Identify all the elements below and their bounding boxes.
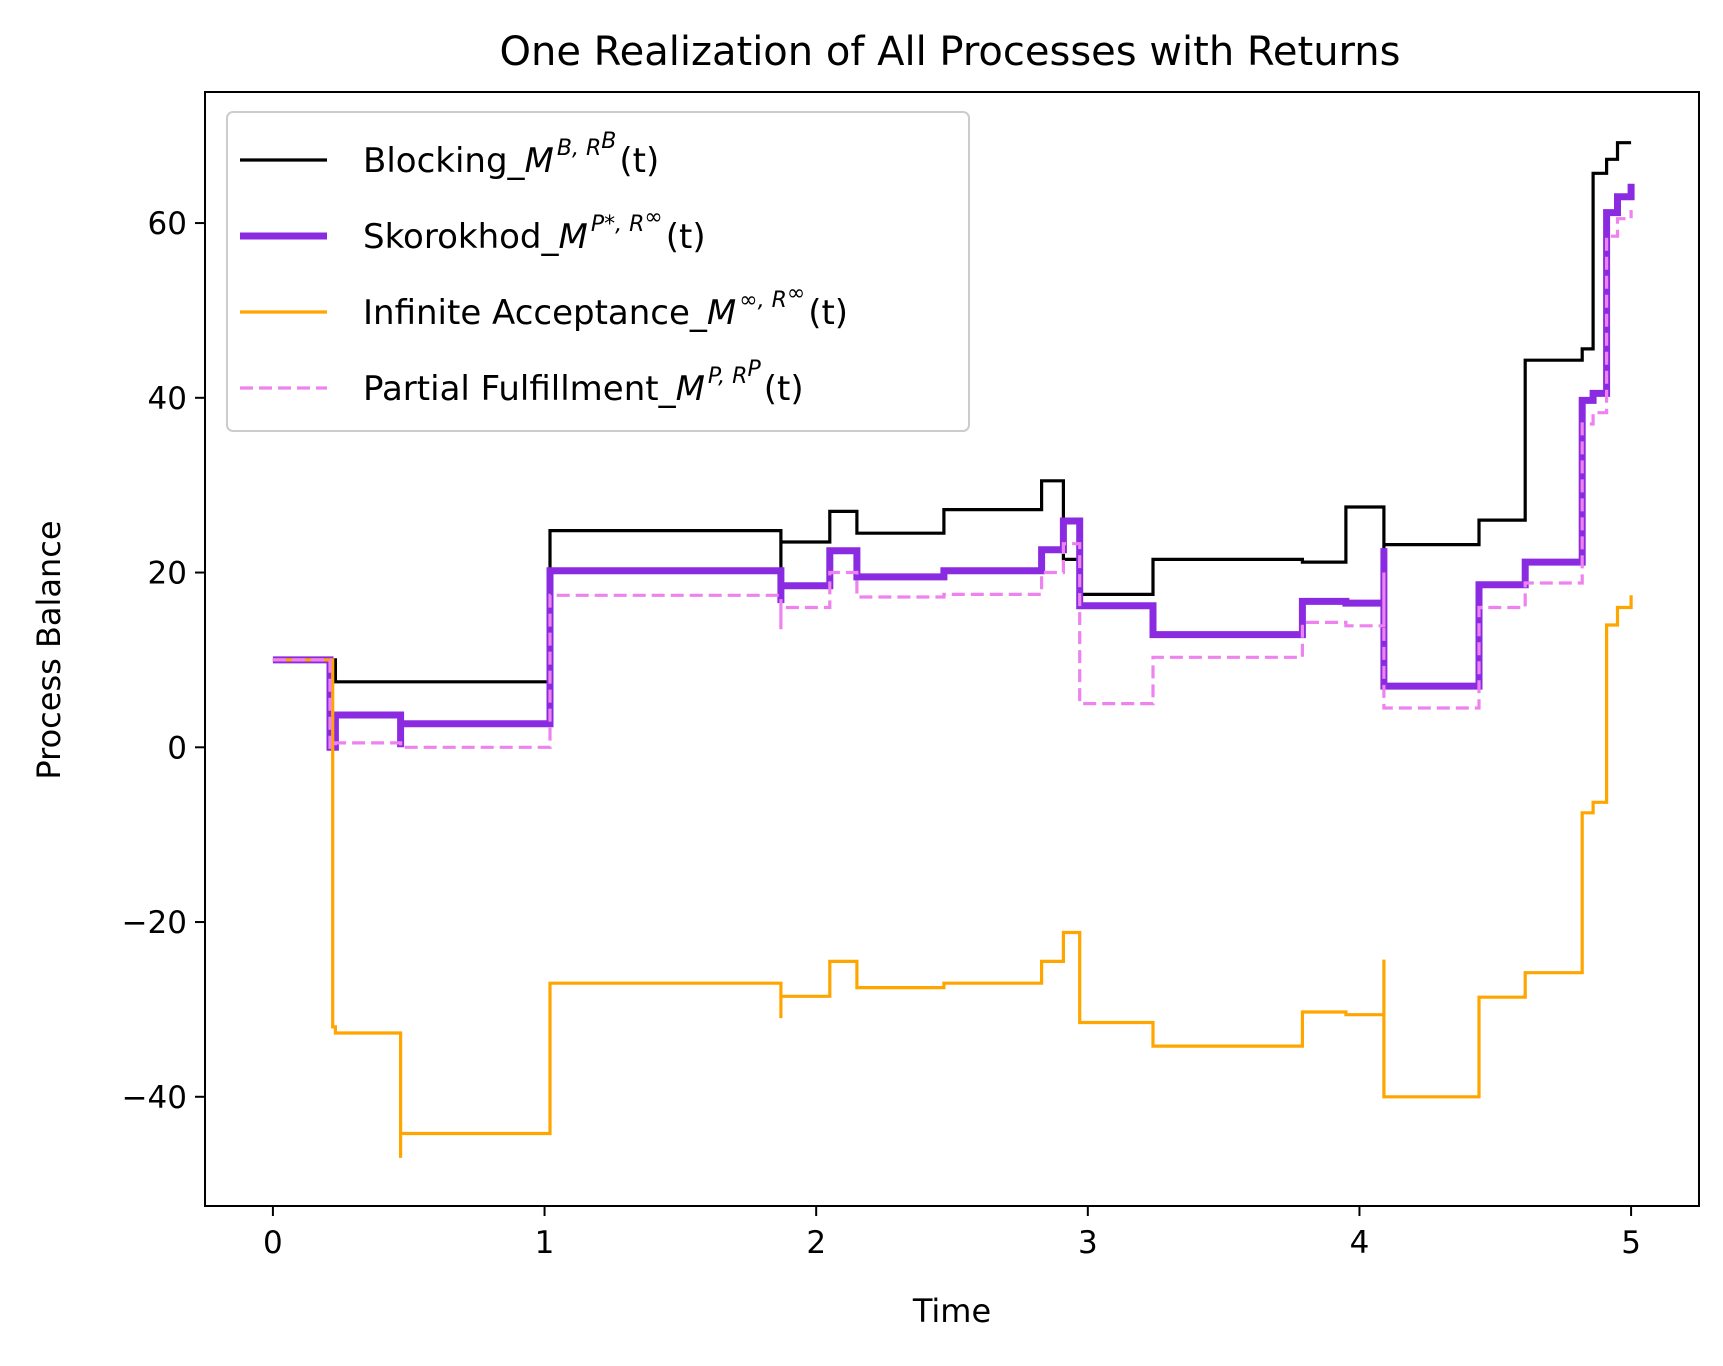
- legend-math-sup: B, R: [557, 136, 601, 161]
- legend-math-base: M: [707, 293, 736, 333]
- legend-box: [226, 111, 970, 432]
- legend-name: Infinite Acceptance_: [363, 293, 708, 333]
- legend-label-partial: Partial Fulfillment_M P, RP(t): [363, 357, 804, 409]
- legend-math-arg: (t): [764, 369, 804, 409]
- legend-math-arg: (t): [619, 141, 659, 181]
- legend-math-base: M: [676, 369, 705, 409]
- y-tick-label: 20: [148, 556, 187, 592]
- series-line-infinite: [272, 595, 1633, 1158]
- legend-math-subsup: P: [747, 357, 761, 382]
- x-tick-label: 5: [1621, 1225, 1641, 1261]
- y-axis-label: Process Balance: [30, 520, 68, 779]
- legend-math-base: M: [559, 217, 588, 257]
- legend-name: Partial Fulfillment_: [363, 369, 677, 409]
- y-tick-label: 60: [148, 206, 187, 242]
- legend-label-infinite: Infinite Acceptance_M ∞, R∞(t): [363, 281, 848, 333]
- x-tick-label: 0: [263, 1225, 283, 1261]
- legend-name: Blocking_: [363, 141, 526, 181]
- x-axis: 0 1 2 3 4 5: [263, 1206, 1641, 1261]
- y-tick-label: −20: [122, 905, 187, 941]
- y-tick-label: −40: [122, 1080, 187, 1116]
- y-axis: −40 −20 0 20 40 60: [122, 206, 205, 1116]
- legend-name: Skorokhod_: [363, 217, 560, 257]
- x-axis-label: Time: [912, 1292, 991, 1330]
- legend: Blocking_M B, RB(t)Skorokhod_M P*, R∞(t)In…: [226, 111, 970, 432]
- legend-label-skorokhod: Skorokhod_M P*, R∞(t): [363, 205, 706, 257]
- series-line-partial: [272, 210, 1633, 749]
- plot-frame: [204, 91, 1700, 1207]
- legend-math-subsup: ∞: [787, 281, 805, 306]
- legend-math-subsup: B: [601, 129, 616, 154]
- y-tick-label: 0: [167, 730, 187, 766]
- x-tick-label: 4: [1350, 1225, 1370, 1261]
- legend-math-sup: P*, R: [591, 212, 645, 237]
- legend-math-base: M: [525, 141, 554, 181]
- chart-title: One Realization of All Processes with Re…: [500, 29, 1401, 75]
- legend-math-subsup: ∞: [644, 205, 662, 230]
- legend-math-arg: (t): [808, 293, 848, 333]
- legend-label-blocking: Blocking_M B, RB(t): [363, 129, 659, 181]
- legend-math-sup: ∞, R: [739, 288, 787, 313]
- x-tick-label: 2: [806, 1225, 826, 1261]
- series-layer: [272, 141, 1635, 1158]
- y-tick-label: 40: [148, 381, 187, 417]
- legend-math-arg: (t): [666, 217, 706, 257]
- x-tick-label: 3: [1078, 1225, 1098, 1261]
- x-tick-label: 1: [535, 1225, 555, 1261]
- legend-math-sup: P, R: [708, 364, 748, 389]
